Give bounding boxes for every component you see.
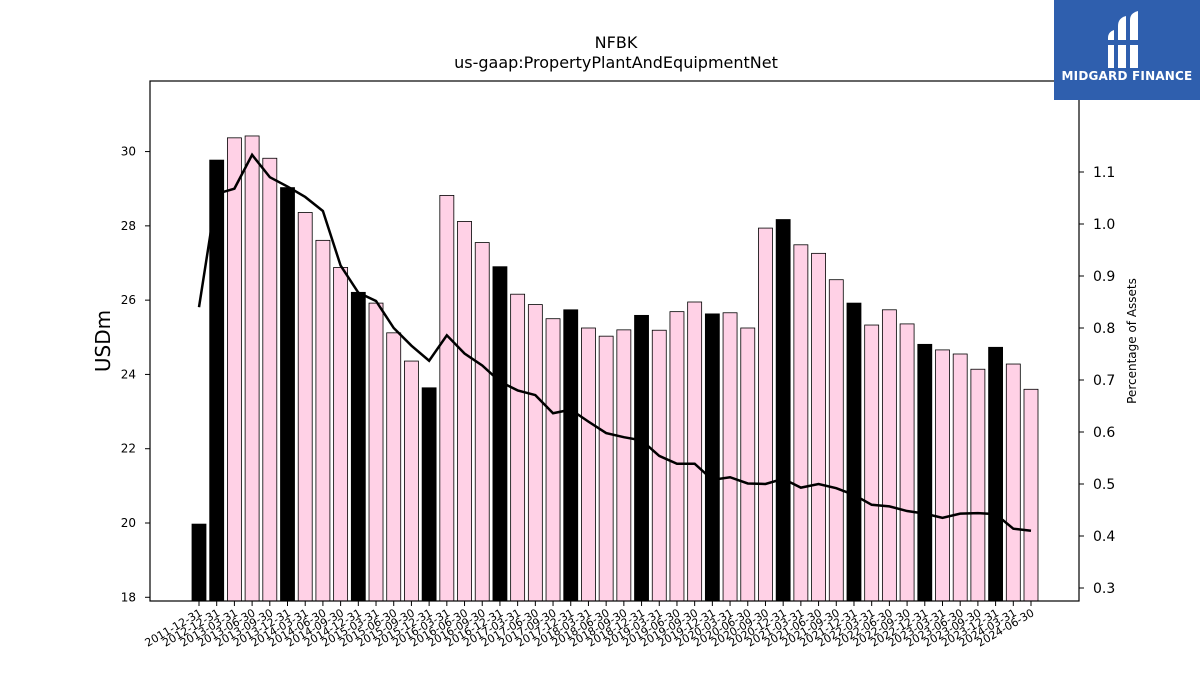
bar — [492, 266, 508, 602]
bar — [421, 387, 437, 602]
bar — [899, 323, 915, 602]
bar — [988, 346, 1003, 602]
y-axis-label: USDm — [91, 310, 115, 372]
y2-tick-label: 0.4 — [1093, 529, 1115, 545]
y-tick-label: 28 — [121, 219, 136, 233]
bar — [191, 523, 207, 602]
x-axis-ticks: 2011-12-312012-12-312013-03-312013-06-30… — [143, 601, 1037, 650]
bar — [350, 291, 366, 602]
bar — [917, 343, 933, 602]
bar — [811, 252, 826, 602]
bars — [191, 135, 1039, 602]
bar — [244, 135, 260, 602]
bar — [828, 279, 844, 602]
bar — [634, 314, 649, 602]
bar — [474, 242, 490, 602]
bar — [510, 293, 526, 602]
y2-axis-label: Percentage of Assets — [1125, 278, 1139, 404]
bar — [404, 360, 419, 602]
bar — [439, 194, 455, 602]
bar — [368, 302, 384, 602]
bar — [864, 324, 880, 602]
bar — [386, 332, 402, 602]
bar — [457, 220, 472, 602]
bar — [775, 219, 791, 602]
pct-assets-line — [197, 152, 1032, 533]
y2-tick-label: 0.5 — [1093, 477, 1115, 493]
y2-axis-ticks: 0.3 0.4 0.5 0.6 0.7 0.8 0.9 1.0 1.1 — [1079, 165, 1115, 597]
bar — [262, 157, 278, 602]
y2-tick-label: 0.8 — [1093, 321, 1115, 337]
bar — [722, 312, 738, 602]
plot-frame — [149, 80, 1080, 602]
brand-mark-icon — [1108, 11, 1138, 68]
bar — [1023, 388, 1039, 602]
bar — [527, 304, 543, 602]
brand-logo: MIDGARD FINANCE — [1054, 0, 1200, 100]
bar — [315, 239, 331, 602]
bar — [1005, 363, 1021, 602]
bar — [226, 137, 242, 602]
brand-name: MIDGARD FINANCE — [1061, 69, 1193, 83]
y-tick-label: 20 — [121, 516, 136, 530]
bar — [846, 302, 862, 602]
bar — [740, 327, 756, 602]
bar — [952, 353, 968, 602]
y-axis-ticks: 18 20 22 24 26 28 30 — [121, 145, 150, 604]
y-tick-label: 26 — [121, 293, 136, 307]
bar — [758, 227, 773, 602]
bar — [581, 327, 596, 602]
y2-tick-label: 1.1 — [1093, 165, 1115, 181]
bar — [616, 329, 632, 602]
bar — [280, 187, 295, 602]
bar — [935, 349, 950, 602]
bar — [793, 244, 809, 602]
bar — [563, 309, 579, 602]
bar — [687, 301, 703, 602]
y2-tick-label: 0.7 — [1093, 373, 1115, 389]
y-tick-label: 30 — [121, 145, 136, 159]
bar — [297, 212, 313, 602]
y-tick-label: 18 — [121, 590, 136, 604]
bar — [545, 318, 561, 602]
y2-tick-label: 1.0 — [1093, 217, 1115, 233]
y2-tick-label: 0.3 — [1093, 581, 1115, 597]
bar — [333, 267, 349, 602]
bar — [651, 329, 667, 602]
bar — [669, 311, 685, 602]
bar — [598, 335, 614, 602]
y-tick-label: 24 — [121, 367, 136, 381]
bar — [881, 309, 897, 602]
y2-tick-label: 0.6 — [1093, 425, 1115, 441]
y-tick-label: 22 — [121, 442, 136, 456]
chart-subtitle: us-gaap:PropertyPlantAndEquipmentNet — [454, 53, 778, 72]
y2-tick-label: 0.9 — [1093, 269, 1115, 285]
bar — [704, 313, 720, 602]
bar — [970, 368, 986, 602]
chart-title: NFBK — [595, 33, 638, 52]
